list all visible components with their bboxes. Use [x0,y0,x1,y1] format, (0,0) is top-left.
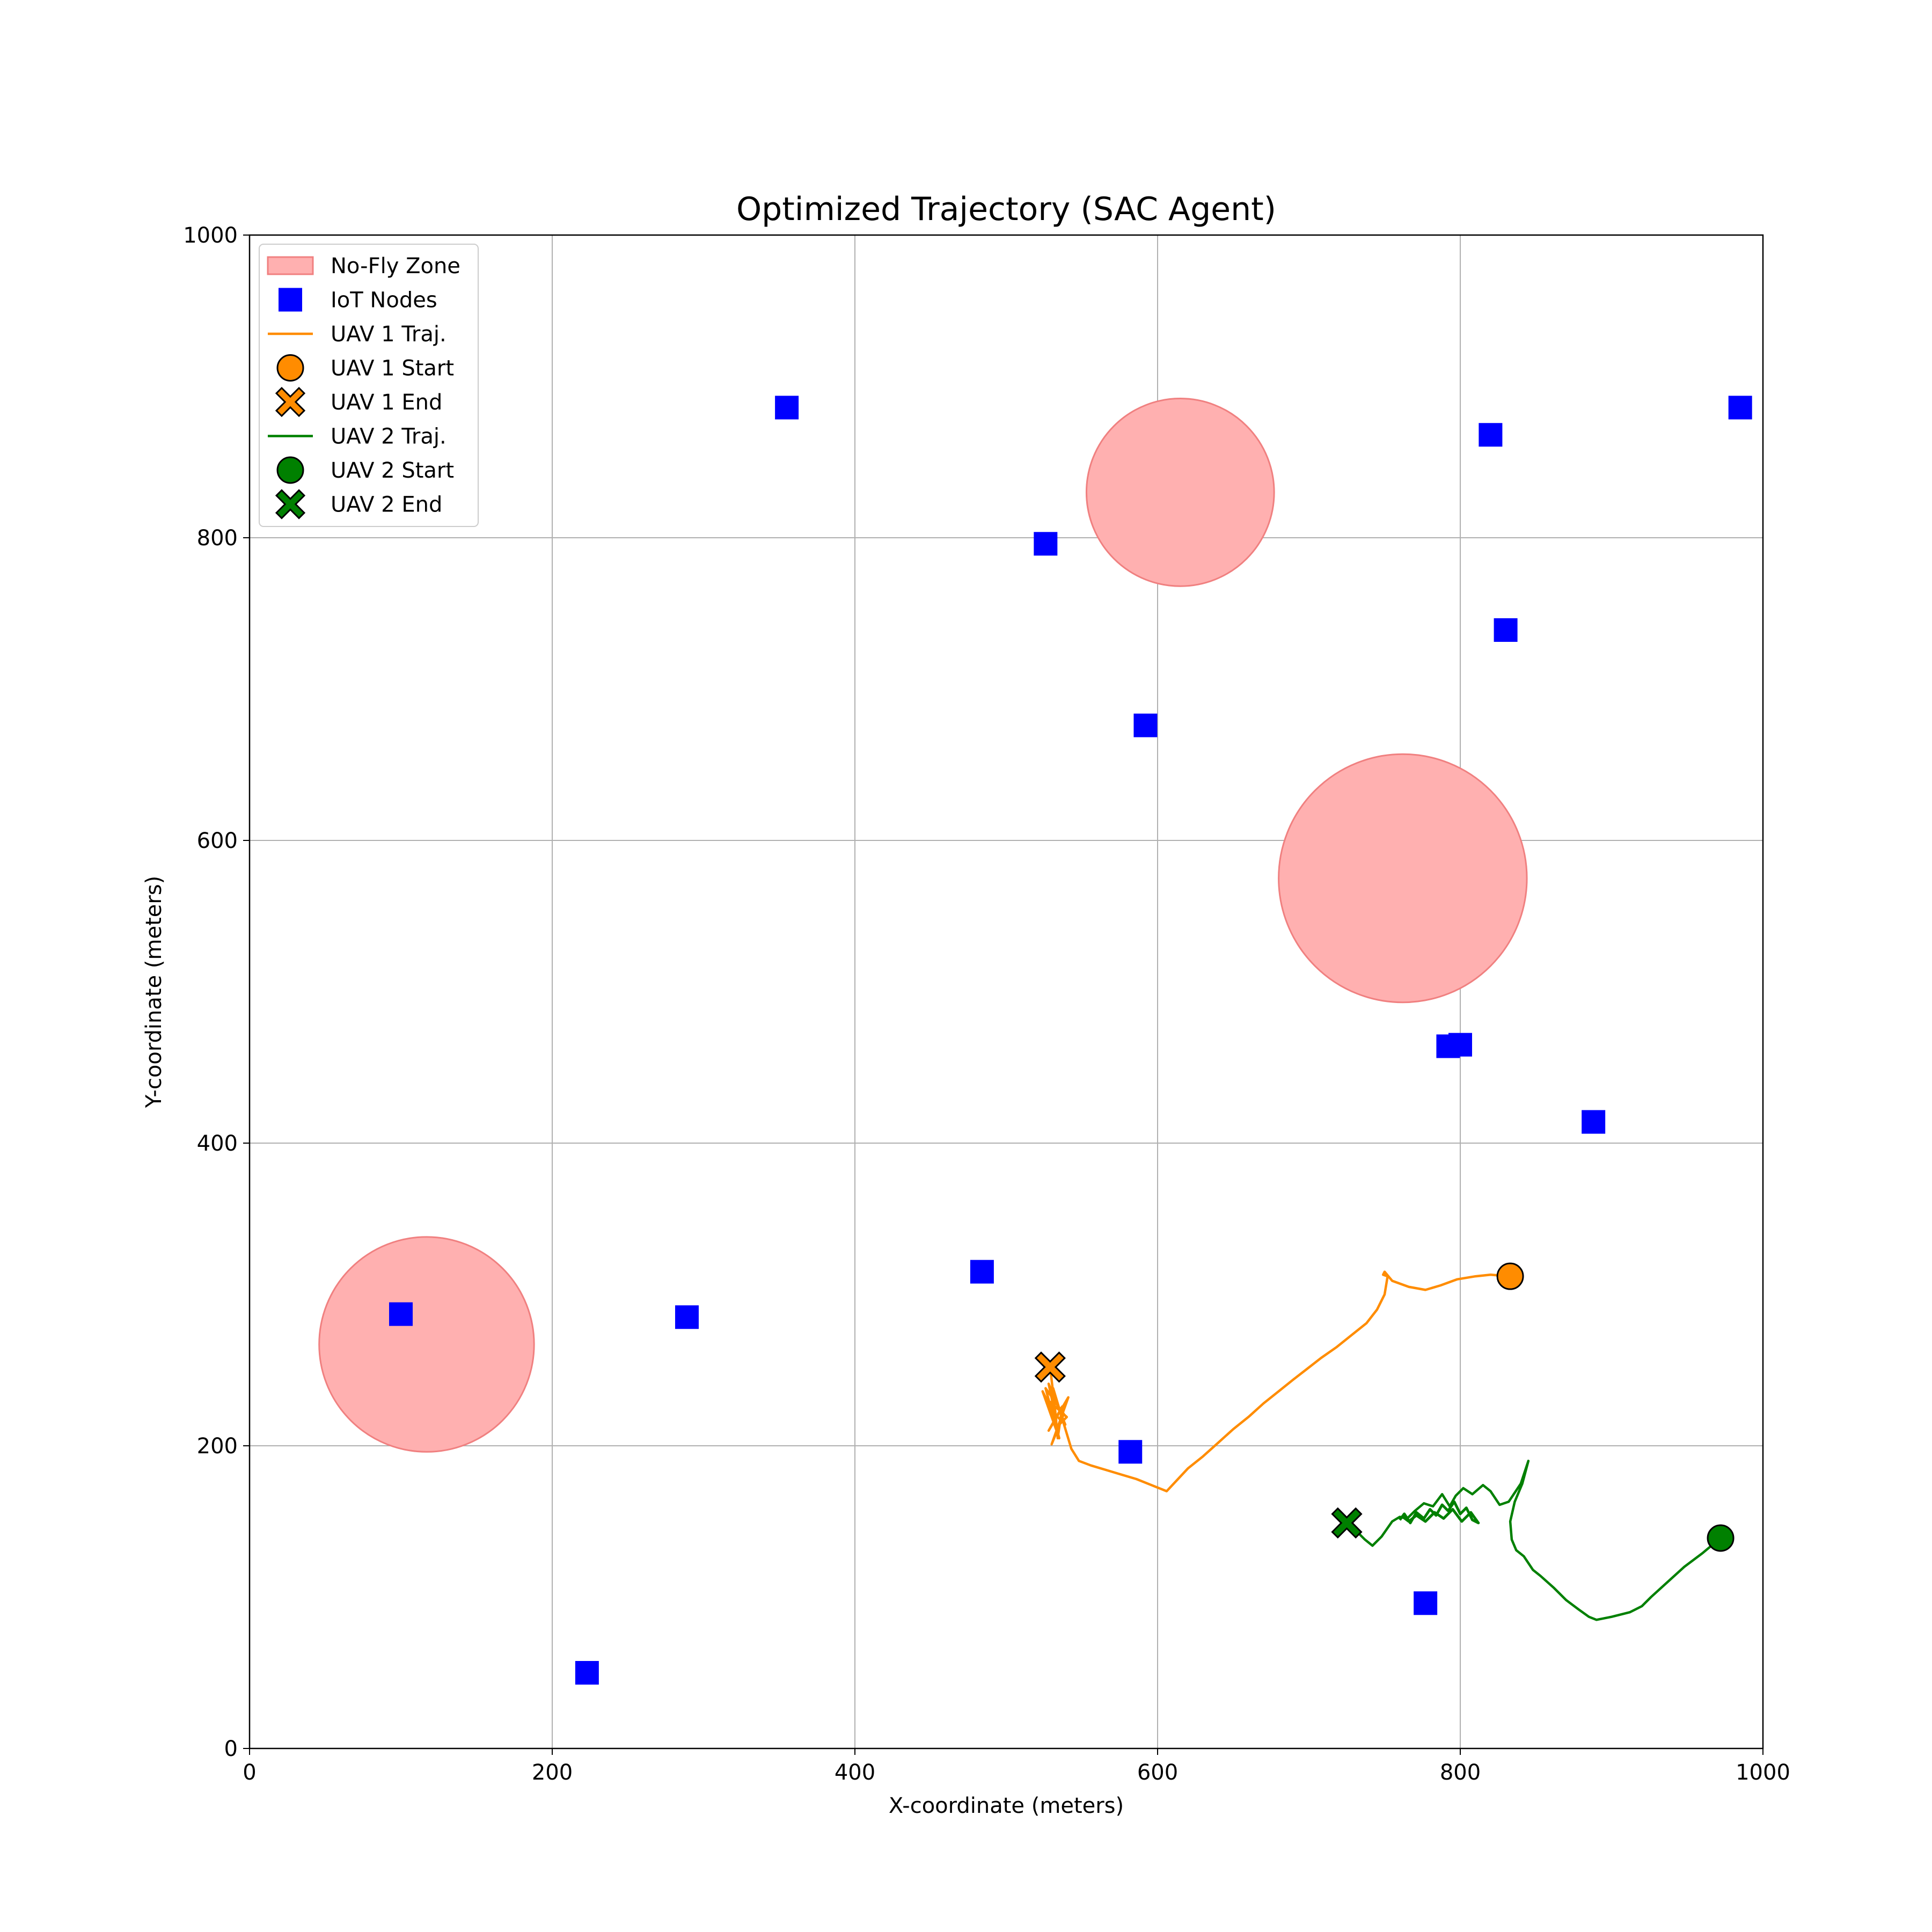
iot-node-marker [389,1302,413,1326]
uav1-end-marker [1034,1351,1066,1383]
iot-node-marker [970,1260,994,1284]
no-fly-zone [1085,398,1275,587]
axis-ticks: 0 200 400 600 800 1000 0 200 400 600 800 1000 [183,223,1790,1785]
legend-handle-cross [275,489,306,519]
y-axis-label: Y-coordinate (meters) [142,876,166,1109]
uav2-end-marker [1331,1507,1363,1539]
legend-label: No-Fly Zone [331,254,460,279]
uav1-trajectory [1041,1270,1511,1492]
x-tick-label: 200 [532,1760,573,1785]
trajectories [1041,1270,1722,1621]
plot-frame [248,234,1764,1750]
iot-node-marker [1034,532,1058,556]
uav1-start-marker [1496,1262,1524,1290]
uav-markers [1034,1262,1735,1552]
legend-handle-circle [276,456,304,484]
legend: No-Fly Zone IoT Nodes UAV 1 Traj. UAV 1 Sta… [259,244,479,527]
uav2-start-marker [1707,1524,1735,1552]
y-tick-label: 800 [197,526,238,551]
iot-node-marker [575,1661,599,1685]
y-tick-label: 600 [197,829,238,853]
legend-handle-cross [275,386,306,418]
iot-node-marker [775,396,799,420]
x-tick-label: 1000 [1736,1760,1790,1785]
x-tick-label: 800 [1440,1760,1481,1785]
iot-node-marker [1118,1440,1143,1464]
legend-label: UAV 2 Traj. [331,425,447,449]
iot-node-marker [675,1305,699,1329]
x-tick-label: 600 [1137,1760,1178,1785]
chart-title: Optimized Trajectory (SAC Agent) [736,191,1276,228]
no-fly-zone [318,1236,535,1453]
iot-node-marker [1494,618,1518,642]
no-fly-zone [1278,753,1528,1004]
y-tick-label: 1000 [183,223,238,248]
y-tick-label: 0 [224,1737,238,1761]
iot-nodes [389,396,1752,1685]
legend-label: UAV 2 Start [331,458,454,483]
iot-node-marker [1133,713,1158,737]
x-tick-label: 400 [835,1760,875,1785]
x-axis-label: X-coordinate (meters) [889,1794,1124,1818]
uav2-trajectory-cluster [1399,1500,1480,1525]
y-tick-label: 200 [197,1434,238,1459]
y-tick-label: 400 [197,1131,238,1156]
iot-node-marker [1414,1591,1438,1615]
legend-handle-patch [267,256,314,275]
iot-node-marker [1582,1110,1606,1134]
uav2-trajectory [1346,1459,1722,1621]
x-tick-label: 0 [243,1760,256,1785]
legend-handle-circle [276,354,304,382]
legend-handle-square [279,288,302,312]
legend-label: UAV 1 End [331,390,442,415]
legend-label: UAV 1 Start [331,356,454,381]
legend-label: UAV 1 Traj. [331,322,447,347]
legend-box [259,244,479,527]
iot-node-marker [1479,423,1503,447]
no-fly-zones [318,398,1528,1453]
iot-node-marker [1448,1033,1472,1057]
legend-label: UAV 2 End [331,493,442,517]
iot-node-marker [1728,396,1752,420]
legend-label: IoT Nodes [331,288,437,313]
